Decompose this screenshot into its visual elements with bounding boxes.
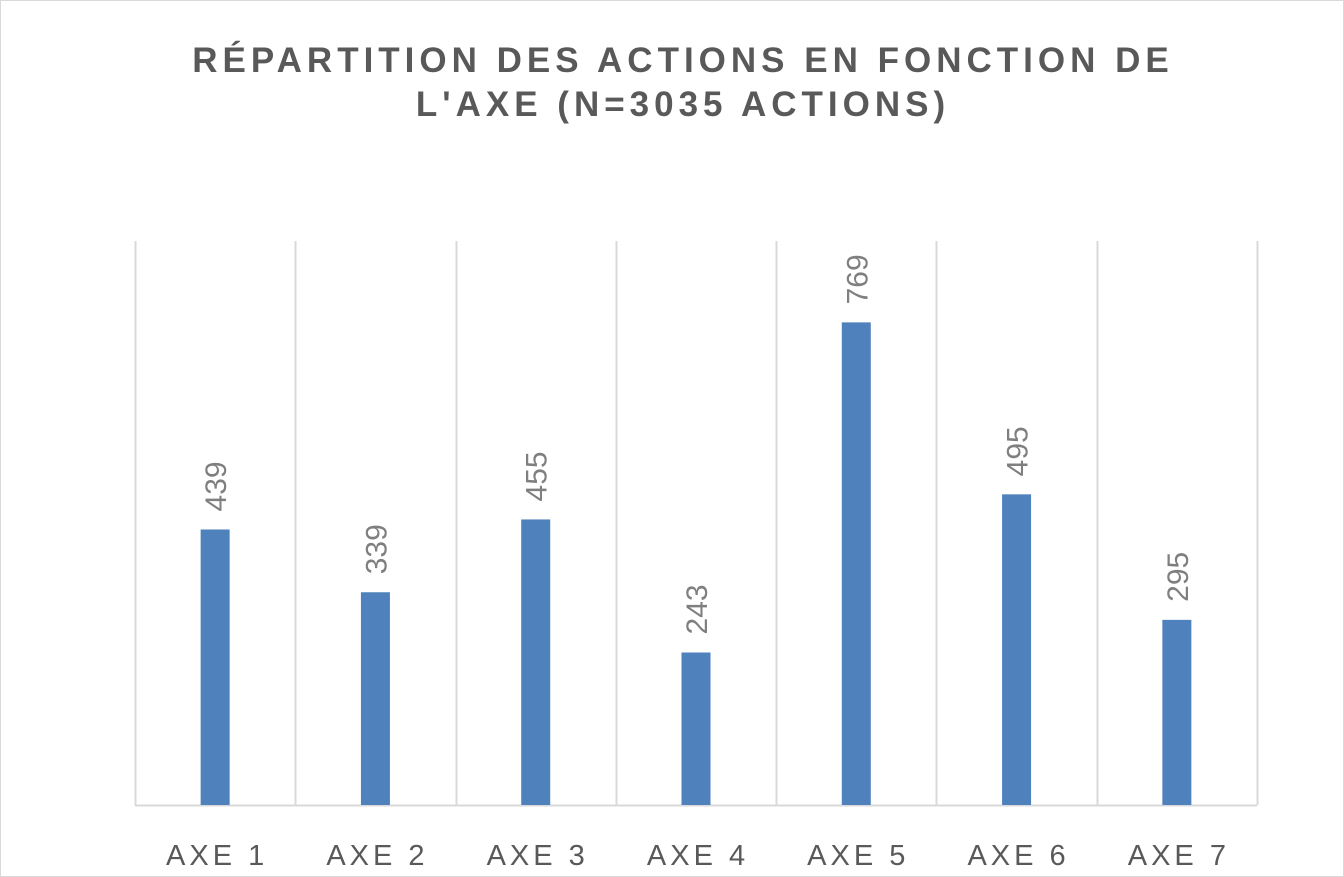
x-tick-label: AXE 7 [1128, 840, 1230, 872]
data-label: 295 [1162, 552, 1195, 602]
data-label: 339 [360, 524, 393, 574]
x-tick-label: AXE 1 [166, 840, 268, 872]
bar [681, 652, 711, 805]
bar [200, 529, 230, 805]
bar [360, 592, 390, 805]
x-tick-label: AXE 4 [647, 840, 749, 872]
data-label: 455 [521, 451, 554, 501]
x-tick-label: AXE 2 [326, 840, 428, 872]
bar [841, 322, 871, 805]
bar [1162, 619, 1192, 805]
x-tick-label: AXE 6 [967, 840, 1069, 872]
x-tick-label: AXE 5 [807, 840, 909, 872]
data-label: 769 [841, 254, 874, 304]
x-tick-label: AXE 3 [487, 840, 589, 872]
data-label: 243 [681, 584, 714, 634]
data-label: 495 [1002, 426, 1035, 476]
bar [521, 519, 551, 805]
data-label: 439 [200, 461, 233, 511]
chart-title: RÉPARTITION DES ACTIONS EN FONCTION DE L… [192, 41, 1174, 124]
bar [1002, 494, 1032, 805]
